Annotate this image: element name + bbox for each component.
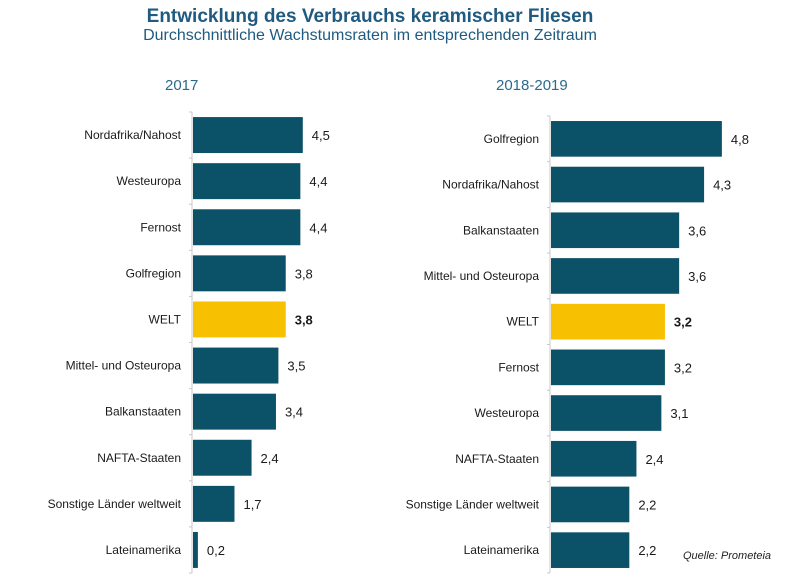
data-label: 3,4 <box>285 405 303 420</box>
category-label: Mittel- und Osteuropa <box>424 269 540 283</box>
bar <box>193 255 286 292</box>
data-label: 2,2 <box>638 497 656 512</box>
category-label: Westeuropa <box>117 174 182 188</box>
bar-welt <box>551 303 665 340</box>
bar <box>551 166 705 203</box>
bar <box>551 532 630 568</box>
category-label: Nordafrika/Nahost <box>84 128 181 142</box>
panel-title-2018-2019: 2018-2019 <box>496 77 568 94</box>
bar-welt <box>193 301 286 338</box>
bar <box>193 439 252 476</box>
chart-subtitle: Durchschnittliche Wachstumsraten im ents… <box>143 27 597 44</box>
category-label: NAFTA-Staaten <box>97 451 181 465</box>
bar-chart-1: Golfregion 4,8 Nordafrika/Nahost 4,3 Balkans… <box>406 115 749 574</box>
category-label: Nordafrika/Nahost <box>442 178 539 192</box>
category-label: NAFTA-Staaten <box>455 452 539 466</box>
category-label: Fernost <box>140 220 181 234</box>
panel-title-2017: 2017 <box>165 77 199 94</box>
data-label: 3,6 <box>688 223 706 238</box>
category-label: Sonstige Länder weltweit <box>48 497 182 511</box>
bar <box>193 485 235 522</box>
data-label: 4,4 <box>309 220 327 235</box>
bar <box>193 117 303 154</box>
bar <box>193 347 279 384</box>
source-note: Quelle: Prometeia <box>683 550 772 562</box>
category-label: WELT <box>149 312 182 326</box>
data-label: 2,4 <box>645 452 663 467</box>
category-label: Balkanstaaten <box>463 223 539 237</box>
bar <box>551 440 637 477</box>
bar <box>193 163 301 200</box>
data-label: 4,3 <box>713 178 731 193</box>
bar <box>193 393 276 430</box>
data-label: 0,2 <box>207 543 225 558</box>
bar <box>551 395 662 431</box>
data-label: 2,4 <box>261 451 279 466</box>
data-label: 4,8 <box>731 132 749 147</box>
bar <box>551 258 680 294</box>
category-label: Lateinamerika <box>106 543 182 557</box>
data-label: 4,5 <box>312 128 330 143</box>
bar <box>193 209 301 246</box>
category-label: Golfregion <box>126 266 181 280</box>
category-label: Westeuropa <box>475 406 540 420</box>
data-label: 2,2 <box>638 543 656 558</box>
data-label-welt: 3,2 <box>674 315 692 330</box>
chart-title: Entwicklung des Verbrauchs keramischer F… <box>146 6 594 27</box>
bar <box>551 121 722 157</box>
data-label: 4,4 <box>309 174 327 189</box>
bar <box>551 486 630 523</box>
bar <box>551 212 680 249</box>
category-label: Balkanstaaten <box>105 405 181 419</box>
category-label: Sonstige Länder weltweit <box>406 497 540 511</box>
category-label: WELT <box>507 315 540 329</box>
data-label: 3,5 <box>287 359 305 374</box>
bar <box>551 349 665 386</box>
data-label: 3,8 <box>295 266 313 281</box>
data-label-welt: 3,8 <box>295 312 313 327</box>
data-label: 3,6 <box>688 269 706 284</box>
category-label: Fernost <box>498 360 539 374</box>
bar <box>193 531 198 568</box>
category-label: Lateinamerika <box>464 543 540 557</box>
data-label: 3,2 <box>674 360 692 375</box>
data-label: 1,7 <box>243 497 261 512</box>
data-label: 3,1 <box>670 406 688 421</box>
bar-chart-0: Nordafrika/Nahost 4,5 Westeuropa 4,4 Fernost… <box>48 111 330 574</box>
category-label: Mittel- und Osteuropa <box>66 359 182 373</box>
category-label: Golfregion <box>484 132 539 146</box>
